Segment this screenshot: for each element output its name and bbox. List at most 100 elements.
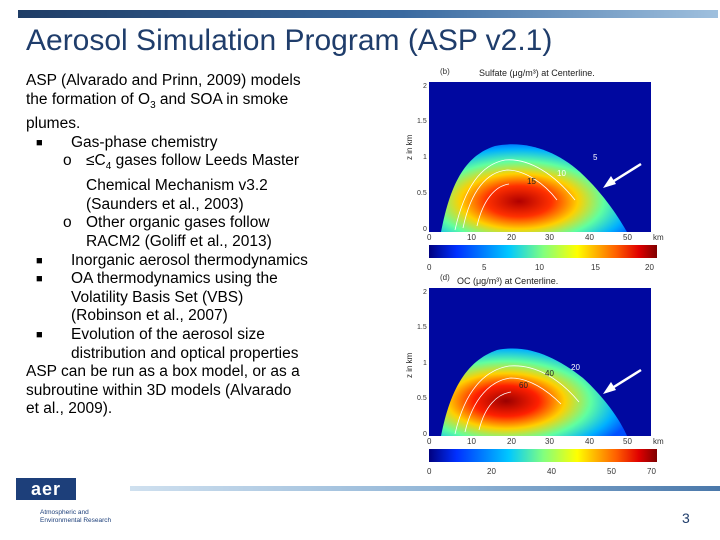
colorbar-tick: 5: [482, 263, 487, 272]
panel-b-colorbar-ticks: 0 5 10 15 20: [427, 263, 654, 272]
x-unit: km: [653, 233, 664, 242]
colorbar-tick: 70: [647, 467, 656, 476]
x-tick: 0: [427, 233, 432, 242]
panel-d-contour-label: 20: [571, 363, 580, 372]
closing-line-1: ASP can be run as a box model, or as a: [26, 363, 300, 381]
bullet-oa-thermo: ■ OA thermodynamics using the: [36, 270, 278, 288]
circle-bullet-icon: o: [63, 214, 72, 232]
body-text: ASP (Alvarado and Prinn, 2009) models th…: [26, 72, 396, 419]
panel-d-contour-label: 40: [545, 369, 554, 378]
panel-b-contour: [462, 169, 558, 229]
colorbar-tick: 0: [427, 263, 432, 272]
x-tick: 10: [467, 233, 476, 242]
x-tick: 0: [427, 437, 432, 446]
panel-d-contour-label: 60: [519, 381, 528, 390]
y-tick: 0: [423, 431, 427, 438]
square-bullet-icon: ■: [36, 328, 43, 341]
colorbar-tick: 20: [487, 467, 496, 476]
y-tick: 1.5: [417, 324, 427, 331]
square-bullet-icon: ■: [36, 273, 43, 286]
square-bullet-icon: ■: [36, 136, 43, 149]
y-tick: 1: [423, 360, 427, 367]
figure-canvas: (b) Sulfate (μg/m³) at Centerline. z in …: [405, 67, 664, 476]
sub-bullet-leeds-cont-1: Chemical Mechanism v3.2: [86, 177, 268, 195]
panel-d-y-axis-label: z in km: [405, 352, 414, 378]
closing-line-2: subroutine within 3D models (Alvarado: [26, 381, 292, 399]
panel-d-plume: [441, 348, 627, 436]
slide-title: Aerosol Simulation Program (ASP v2.1): [26, 24, 553, 57]
panel-d-y-ticks: 2 1.5 1 0.5 0: [417, 289, 427, 438]
square-bullet-icon: ■: [36, 254, 43, 267]
sub-bullet-racm2: o Other organic gases follow: [63, 214, 270, 232]
panel-b-contour: [454, 159, 576, 231]
logo-line-2: Environmental Research: [40, 517, 112, 524]
x-tick: 30: [545, 437, 554, 446]
bullet-evolution: ■ Evolution of the aerosol size: [36, 325, 265, 343]
x-tick: 10: [467, 437, 476, 446]
panel-d-x-ticks: 0 10 20 30 40 50 km: [427, 437, 664, 446]
panel-d-arrow-head: [603, 382, 616, 394]
y-tick: 0.5: [417, 395, 427, 402]
bottom-accent-bar: [130, 486, 720, 491]
bullet-inorganic: ■ Inorganic aerosol thermodynamics: [36, 251, 308, 269]
x-tick: 50: [623, 437, 632, 446]
x-tick: 50: [623, 233, 632, 242]
colorbar-tick: 50: [607, 467, 616, 476]
panel-b-plume: [441, 144, 627, 232]
colorbar-tick: 0: [427, 467, 432, 476]
bullet-evolution-cont: distribution and optical properties: [71, 344, 299, 362]
y-tick: 1.5: [417, 118, 427, 125]
colorbar-tick: 15: [591, 263, 600, 272]
panel-d-colorbar: [429, 449, 657, 462]
closing-line-3: et al., 2009).: [26, 400, 113, 418]
intro-line-1: ASP (Alvarado and Prinn, 2009) models: [26, 72, 301, 89]
panel-d-colorbar-ticks: 0 20 40 50 70: [427, 467, 656, 476]
sub-bullet-leeds: o ≤C4 gases follow Leeds Master: [63, 152, 300, 173]
x-tick: 30: [545, 233, 554, 242]
panel-b-y-axis-label: z in km: [405, 134, 414, 160]
colorbar-tick: 20: [645, 263, 654, 272]
panel-d-contour: [464, 377, 562, 433]
panel-d-contour: [478, 391, 512, 431]
panel-b-x-ticks: 0 10 20 30 40 50 km: [427, 233, 664, 242]
y-tick: 2: [423, 289, 427, 296]
bullet-oa-cont-2: (Robinson et al., 2007): [71, 307, 228, 325]
colorbar-tick: 10: [535, 263, 544, 272]
top-accent-bar: [18, 10, 718, 18]
panel-b-label: (b): [440, 67, 450, 76]
panel-b-title: Sulfate (μg/m³) at Centerline.: [479, 68, 595, 78]
panel-d-contour: [454, 365, 580, 435]
panel-b-y-ticks: 2 1.5 1 0.5 0: [417, 83, 427, 233]
bullet-gas-phase: ■ Gas-phase chemistry: [36, 133, 218, 151]
panel-d-title: OC (μg/m³) at Centerline.: [457, 276, 558, 286]
y-tick: 1: [423, 154, 427, 161]
sub-bullet-leeds-cont-2: (Saunders et al., 2003): [86, 195, 244, 213]
colorbar-tick: 40: [547, 467, 556, 476]
intro-line-3: plumes.: [26, 115, 81, 133]
sub-bullet-racm2-cont: RACM2 (Goliff et al., 2013): [86, 232, 272, 250]
y-tick: 2: [423, 83, 427, 90]
bullet-oa-cont-1: Volatility Basis Set (VBS): [71, 288, 244, 306]
page-number: 3: [682, 510, 690, 526]
y-tick: 0.5: [417, 190, 427, 197]
intro-line-2: the formation of O3 and SOA in smoke: [26, 90, 289, 111]
x-unit: km: [653, 437, 664, 446]
panel-b-contour-label: 5: [593, 153, 598, 162]
x-tick: 20: [507, 437, 516, 446]
panel-b-arrow: [608, 162, 642, 186]
circle-bullet-icon: o: [63, 152, 72, 170]
logo-line-1: Atmospheric and: [40, 509, 89, 516]
panel-b-contour: [476, 183, 510, 227]
panel-b-colorbar: [429, 245, 657, 258]
panel-d-label: (d): [440, 273, 450, 282]
panel-b-arrow-head: [603, 176, 616, 188]
panel-d-arrow: [608, 368, 642, 392]
x-tick: 40: [585, 437, 594, 446]
x-tick: 20: [507, 233, 516, 242]
x-tick: 40: [585, 233, 594, 242]
y-tick: 0: [423, 226, 427, 233]
panel-b-contour-label: 10: [557, 169, 566, 178]
aer-logo: aer Atmospheric and Environmental Resear…: [16, 478, 126, 530]
model-output-figure: (b) Sulfate (μg/m³) at Centerline. z in …: [405, 60, 695, 478]
aer-logo-mark: aer: [16, 478, 76, 500]
